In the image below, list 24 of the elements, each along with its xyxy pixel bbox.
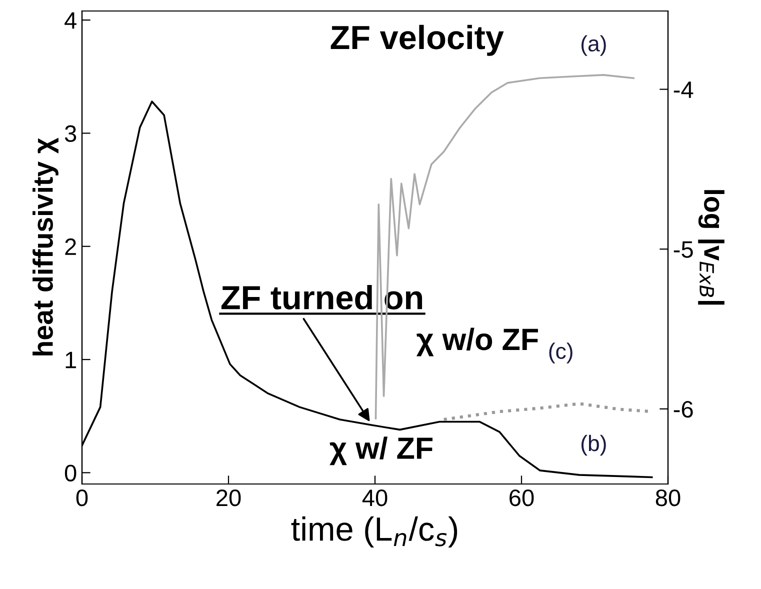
- line-series: [374, 74, 634, 420]
- annotation: χ w/o ZF: [416, 328, 538, 356]
- annotation: χ w/ ZF: [330, 436, 432, 466]
- annotation: (c): [549, 342, 572, 364]
- x-tick-label: 40: [362, 489, 388, 506]
- annotation: (a): [581, 35, 606, 56]
- annotation: ZF turned on: [221, 285, 422, 310]
- y-tick-label: 4: [64, 12, 76, 29]
- y2-tick-label: -4: [674, 82, 694, 98]
- x-axis-title: time (L$_{n}$/c$_{s}$): [291, 516, 458, 548]
- y-tick-label: 3: [64, 125, 76, 142]
- x-tick-label: 20: [216, 489, 241, 506]
- annotation: (b): [581, 434, 606, 456]
- x-tick-label: 0: [76, 489, 88, 506]
- y2-tick-label: -5: [674, 241, 693, 258]
- y2-axis-title: log |v$_{ExB}$|: [698, 190, 724, 305]
- x-tick-label: 80: [656, 489, 680, 506]
- annotation: ZF velocity: [330, 24, 504, 56]
- y-tick-label: 0: [64, 464, 76, 482]
- y2-tick-label: -6: [674, 400, 693, 418]
- y-tick-label: 2: [65, 238, 76, 255]
- x-tick-label: 60: [510, 489, 534, 506]
- y-tick-label: 1: [66, 352, 76, 368]
- y-axis-title: heat diffusivity χ: [32, 138, 58, 356]
